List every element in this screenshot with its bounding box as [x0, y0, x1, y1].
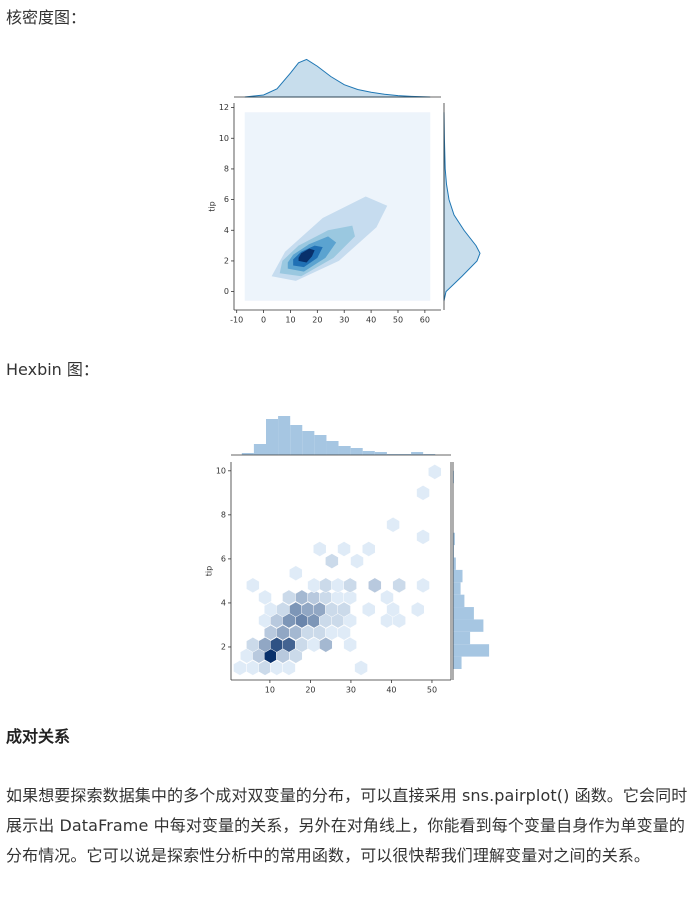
- x-tick-label: 20: [305, 686, 315, 695]
- hist-bar: [374, 452, 387, 455]
- y-tick-label: 12: [219, 103, 229, 112]
- hexbin: [368, 577, 382, 594]
- hist-bar: [398, 454, 412, 455]
- y-tick-label: 6: [221, 554, 226, 563]
- hexbin: [354, 660, 368, 676]
- hist-bar: [350, 448, 363, 455]
- contour: [298, 248, 315, 263]
- hist-bar: [453, 594, 465, 608]
- heading: 核密度图：: [6, 8, 87, 27]
- hexbin: [386, 601, 400, 618]
- y-axis-label: tip: [208, 201, 217, 211]
- y-tick-label: 8: [224, 164, 229, 173]
- hexbin: [258, 589, 272, 606]
- hexbin: [416, 529, 430, 545]
- hexbin: [233, 660, 247, 676]
- contour: [244, 112, 431, 301]
- marginal-density: [244, 58, 431, 98]
- x-tick-label: 40: [386, 686, 396, 695]
- hexbin: [362, 541, 376, 557]
- x-tick-label: 50: [427, 686, 437, 695]
- heading: Hexbin 图：: [6, 360, 99, 379]
- x-tick-label: 0: [261, 316, 266, 325]
- hist-bar: [253, 444, 267, 455]
- hexbin: [343, 577, 357, 594]
- hexbin: [350, 553, 364, 569]
- x-tick-label: 50: [393, 316, 403, 325]
- hist-bar: [278, 416, 291, 455]
- y-axis-label: tip: [205, 566, 214, 576]
- y-tick-label: 10: [219, 134, 229, 143]
- y-tick-label: 6: [224, 195, 229, 204]
- hexbin: [337, 624, 351, 641]
- hist-bar: [266, 419, 279, 455]
- y-tick-label: 10: [216, 466, 226, 475]
- hexbin: [307, 577, 321, 594]
- hist-bar: [453, 532, 455, 546]
- y-tick-label: 4: [221, 598, 226, 607]
- x-tick-label: 30: [339, 316, 349, 325]
- y-tick-label: 0: [224, 287, 229, 296]
- hist-bar: [326, 441, 339, 455]
- hist-bar: [453, 470, 454, 484]
- hexbin: [282, 660, 296, 676]
- x-tick-label: 20: [312, 316, 322, 325]
- hexbin: [411, 601, 425, 618]
- x-tick-label: 60: [420, 316, 430, 325]
- hexbin: [337, 601, 351, 618]
- hexbin: [362, 601, 376, 618]
- hist-bar: [411, 452, 424, 455]
- hexbin: [331, 577, 345, 594]
- hist-bar: [314, 435, 327, 455]
- hexbin: [319, 577, 333, 594]
- hist-bar: [241, 453, 254, 455]
- hexbin: [246, 577, 260, 594]
- hist-bar: [362, 451, 375, 455]
- hexbin: [319, 636, 333, 653]
- hist-bar: [386, 454, 399, 455]
- x-tick-label: 40: [366, 316, 376, 325]
- hist-bar: [423, 454, 436, 455]
- x-tick-label: 10: [285, 316, 295, 325]
- hexbin: [343, 589, 357, 606]
- hexbin: [392, 577, 406, 594]
- hexbin: [325, 553, 339, 569]
- hist-bar: [453, 545, 454, 558]
- hexbin: [386, 516, 400, 533]
- hexbin: [428, 464, 442, 480]
- hist-bar: [453, 557, 456, 570]
- hist-bar: [453, 569, 463, 583]
- marginal-density: [443, 112, 481, 301]
- hexbin: [289, 565, 303, 581]
- x-tick-label: 10: [265, 686, 275, 695]
- hist-bar: [453, 656, 462, 669]
- y-tick-label: 4: [224, 226, 229, 235]
- y-tick-label: 8: [221, 510, 226, 519]
- hist-bar: [338, 446, 351, 455]
- hist-bar: [453, 607, 474, 620]
- y-tick-label: 2: [221, 642, 226, 651]
- hist-bar: [290, 425, 303, 455]
- hexbin: [312, 541, 327, 557]
- hexbin: [380, 589, 394, 606]
- section-title: 成对关系: [6, 727, 71, 746]
- hist-bar: [453, 644, 490, 657]
- hexbin: [337, 541, 351, 557]
- paragraph: 如果想要探索数据集中的多个成对双变量的分布，可以直接采用 sns.pairplo…: [6, 786, 688, 865]
- y-tick-label: 2: [224, 256, 229, 265]
- x-tick-label: -10: [230, 316, 243, 325]
- hexbin: [343, 636, 357, 653]
- hist-bar: [453, 582, 461, 595]
- x-tick-label: 30: [346, 686, 356, 695]
- hist-bar: [302, 431, 315, 455]
- hexbin: [416, 577, 430, 594]
- hist-bar: [453, 619, 484, 632]
- hist-bar: [453, 631, 471, 645]
- hexbin: [416, 485, 430, 501]
